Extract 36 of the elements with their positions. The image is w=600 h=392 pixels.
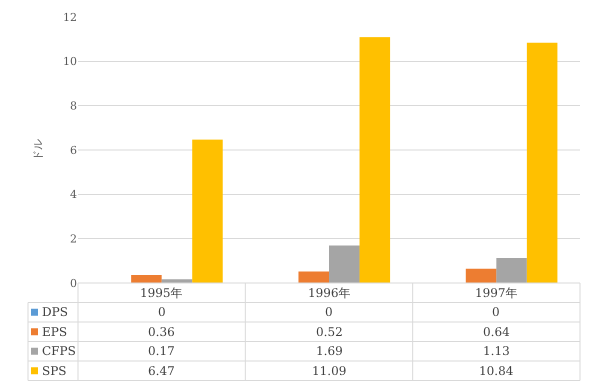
y-tick-label: 2 <box>70 232 77 246</box>
y-tick-label: 0 <box>70 276 77 290</box>
bar <box>466 268 496 283</box>
data-label: 1.13 <box>483 344 510 358</box>
data-label: 10.84 <box>479 364 514 378</box>
bar <box>526 42 558 283</box>
data-label: 0 <box>492 305 500 319</box>
data-label: 0 <box>325 305 333 319</box>
y-tick-label: 12 <box>63 10 77 24</box>
bar <box>298 271 329 283</box>
bar <box>496 258 527 283</box>
bar <box>162 279 192 283</box>
data-label: 0.64 <box>483 325 510 339</box>
x-tick-label: 1995年 <box>140 286 183 300</box>
data-label: 0.17 <box>148 344 175 358</box>
legend-label: DPS <box>42 305 68 319</box>
data-label: 0 <box>158 305 166 319</box>
y-axis-title: ドル <box>32 139 45 161</box>
x-tick-label: 1996年 <box>308 286 351 300</box>
data-label: 0.36 <box>148 325 175 339</box>
bar <box>360 37 390 283</box>
y-tick-label: 8 <box>70 100 77 113</box>
y-tick-label: 6 <box>70 144 77 157</box>
data-label: 0.52 <box>316 325 343 339</box>
y-tick-label: 10 <box>63 55 77 68</box>
data-label: 11.09 <box>312 364 346 378</box>
legend-label: SPS <box>42 364 67 378</box>
legend-label: EPS <box>42 325 68 339</box>
x-tick-label: 1997年 <box>475 286 518 300</box>
y-tick-label: 4 <box>70 188 77 202</box>
legend-label: CFPS <box>42 344 76 358</box>
data-label: 1.69 <box>316 344 343 358</box>
data-label: 6.47 <box>148 364 175 378</box>
bar <box>329 246 360 283</box>
bar <box>131 275 162 283</box>
bar <box>192 140 223 283</box>
